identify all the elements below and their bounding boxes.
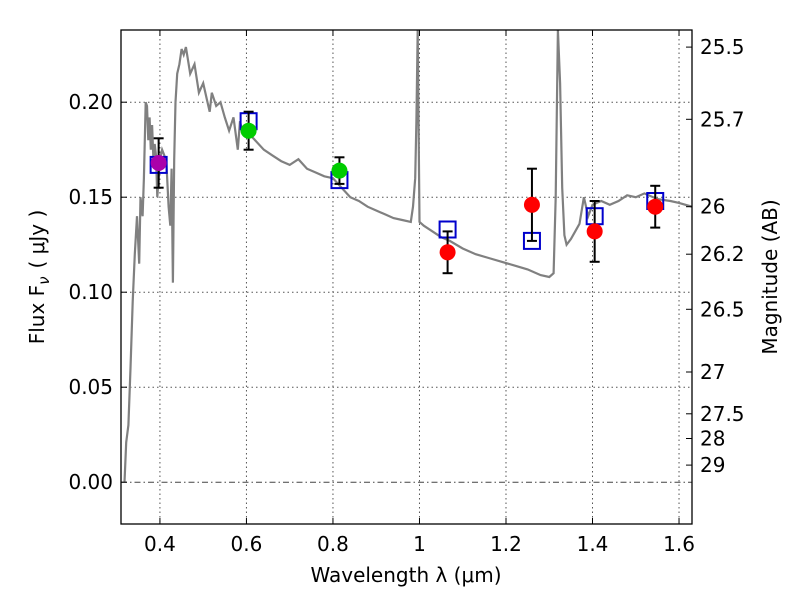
observed-point-marker — [439, 244, 456, 261]
x-tick-label: 1.2 — [490, 532, 522, 556]
y-tick-label: 0.05 — [68, 375, 113, 399]
observed-point-marker — [331, 162, 348, 179]
observed-point — [240, 110, 257, 151]
y2-tick-label: 27 — [700, 360, 725, 384]
observed-point — [331, 156, 348, 185]
observed-point-marker — [523, 196, 540, 213]
y-axis-title: Flux Fν ( μJy ) — [25, 210, 53, 345]
x-tick-label: 1.4 — [577, 532, 609, 556]
y-axis-title-subscript: ν — [35, 276, 53, 284]
model-spectrum-line — [123, 30, 692, 483]
y2-tick-label: 25.5 — [700, 35, 745, 59]
observed-point — [439, 230, 456, 275]
y-tick-label: 0.00 — [68, 470, 113, 494]
y2-tick-label: 27.5 — [700, 402, 745, 426]
observed-point — [647, 184, 664, 229]
observed-point-marker — [240, 122, 257, 139]
y-tick-label: 0.20 — [68, 90, 113, 114]
x-tick-label: 1.6 — [663, 532, 695, 556]
observed-point-marker — [586, 223, 603, 240]
observed-point-marker — [150, 155, 167, 171]
x-tick-label: 0.8 — [317, 532, 349, 556]
y2-axis-title: Magnitude (AB) — [758, 199, 782, 354]
x-tick-label: 1 — [413, 532, 426, 556]
y2-tick-label: 29 — [700, 453, 725, 477]
observed-point — [586, 200, 603, 263]
x-axis-ticks: 0.4 0.6 0.8 1 1.2 1.4 1.6 — [144, 30, 695, 556]
y-tick-label: 0.15 — [68, 185, 113, 209]
x-tick-label: 0.4 — [144, 532, 176, 556]
observed-photometry-points — [150, 110, 664, 275]
y2-tick-label: 26 — [700, 195, 725, 219]
y2-tick-label: 26.2 — [700, 242, 745, 266]
model-photometry-points — [149, 112, 665, 250]
y2-tick-label: 25.7 — [700, 107, 745, 131]
y-axis-ticks: 0.00 0.05 0.10 0.15 0.20 — [68, 90, 127, 494]
observed-point — [523, 167, 540, 242]
x-axis-title: Wavelength λ (μm) — [310, 563, 501, 587]
grid-lines — [121, 30, 692, 524]
y-tick-label: 0.10 — [68, 280, 113, 304]
observed-point — [150, 137, 167, 189]
y-axis-title-main: Flux F — [25, 285, 49, 344]
observed-point-marker — [647, 198, 664, 215]
x-tick-label: 0.6 — [231, 532, 263, 556]
y2-tick-label: 26.5 — [700, 297, 745, 321]
plot-frame — [120, 29, 693, 525]
y-axis-title-unit: ( μJy ) — [25, 210, 49, 269]
y2-tick-label: 28 — [700, 427, 725, 451]
